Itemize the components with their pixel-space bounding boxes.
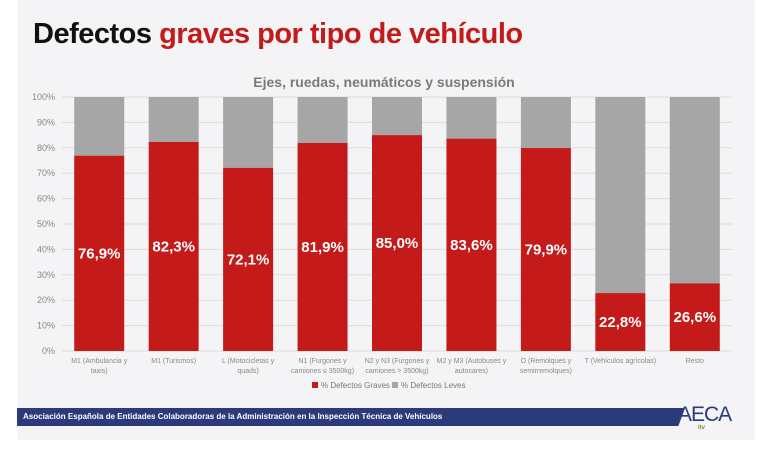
data-label: 72,1%: [227, 251, 270, 268]
x-tick-label: N1 (Furgones y: [298, 358, 347, 365]
x-tick-label: taxis): [91, 368, 108, 375]
y-tick-label: 70%: [37, 168, 55, 178]
bar-graves: [595, 293, 646, 351]
legend-swatch-graves: [312, 382, 318, 388]
x-tick-label: camiones > 3500kg): [365, 368, 428, 375]
logo-text: AECA: [678, 403, 732, 426]
x-tick-label: T (Vehículos agrícolas): [585, 358, 656, 365]
x-tick-label: quads): [237, 368, 258, 375]
legend-swatch-leves: [392, 382, 398, 388]
y-tick-label: 100%: [32, 92, 55, 102]
data-label: 83,6%: [450, 237, 493, 254]
y-tick-label: 0%: [42, 346, 55, 356]
data-label: 76,9%: [78, 245, 121, 262]
bar-graves: [520, 148, 571, 351]
y-tick-label: 50%: [37, 219, 55, 229]
data-label: 22,8%: [599, 314, 642, 331]
x-tick-label: M1 (Turismos): [151, 358, 196, 365]
y-tick-label: 20%: [37, 295, 55, 305]
y-tick-label: 80%: [37, 143, 55, 153]
x-tick-label: semirremolques): [520, 368, 572, 375]
x-tick-label: M2 y M3 (Autobuses y: [437, 358, 507, 365]
bar-leves: [74, 97, 125, 156]
y-tick-label: 30%: [37, 270, 55, 280]
bar-graves: [446, 138, 497, 351]
chart-title: Ejes, ruedas, neumáticos y suspensión: [253, 74, 514, 90]
bar-graves: [74, 155, 125, 351]
footer-text: Asociación Española de Entidades Colabor…: [23, 412, 443, 421]
x-tick-label: N2 y N3 (Furgones y: [365, 358, 430, 365]
x-tick-label: L (Motocicletas y: [222, 358, 275, 365]
data-label: 82,3%: [152, 238, 195, 255]
bar-leves: [520, 97, 571, 149]
x-tick-label: Resto: [686, 358, 704, 365]
bar-leves: [297, 97, 348, 143]
x-tick-label: autocares): [455, 368, 488, 375]
bar-leves: [669, 97, 720, 284]
bar-leves: [372, 97, 422, 136]
bar-graves: [223, 167, 274, 351]
aeca-logo: AECA itv: [678, 403, 732, 431]
y-tick-label: 90%: [37, 117, 55, 127]
bar-graves: [669, 283, 720, 351]
bar-graves: [148, 141, 199, 351]
data-label: 79,9%: [525, 242, 568, 259]
x-tick-label: camiones ≤ 3500kg): [291, 368, 354, 375]
title-black: Defectos: [33, 18, 152, 50]
legend-label-leves: % Defectos Leves: [401, 381, 465, 390]
y-tick-label: 40%: [37, 244, 55, 254]
logo-sub: itv: [698, 425, 706, 431]
data-label: 26,6%: [674, 309, 717, 326]
bar-leves: [223, 97, 274, 168]
title-red: graves por tipo de vehículo: [159, 18, 523, 50]
data-label: 85,0%: [376, 235, 419, 252]
bar-leves: [148, 97, 199, 142]
y-tick-label: 60%: [37, 194, 55, 204]
bar-graves: [297, 142, 348, 351]
legend-label-graves: % Defectos Graves: [321, 381, 390, 390]
bar-leves: [446, 97, 497, 139]
bar-leves: [595, 97, 646, 294]
bar-graves: [372, 135, 422, 351]
page-title: Defectos graves por tipo de vehículo: [33, 18, 523, 51]
x-tick-label: O (Remolques y: [521, 358, 572, 365]
y-tick-label: 10%: [37, 321, 55, 331]
data-label: 81,9%: [301, 239, 344, 256]
footer-bar: Asociación Española de Entidades Colabor…: [17, 408, 685, 426]
x-tick-label: M1 (Ambulancia y: [71, 358, 128, 365]
